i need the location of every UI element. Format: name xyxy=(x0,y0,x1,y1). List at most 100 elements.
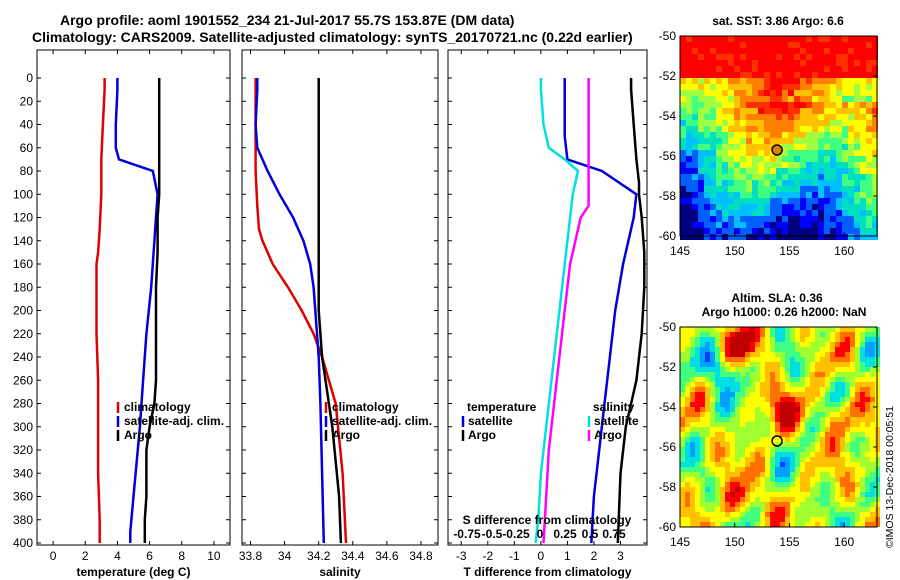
map-cell xyxy=(865,522,870,527)
map-cell xyxy=(776,114,782,120)
map-cell xyxy=(800,372,805,377)
map-cell xyxy=(860,482,865,487)
map-cell xyxy=(830,126,836,132)
map-cell xyxy=(740,507,745,512)
map-cell xyxy=(716,84,722,90)
map-cell xyxy=(710,162,716,168)
x-tick-label: 155 xyxy=(779,244,799,258)
map-cell xyxy=(795,407,800,412)
map-cell xyxy=(815,467,820,472)
map-cell xyxy=(775,472,780,477)
map-cell xyxy=(854,222,860,228)
map-cell xyxy=(805,507,810,512)
map-cell xyxy=(765,502,770,507)
map-cell xyxy=(745,342,750,347)
map-cell xyxy=(698,162,704,168)
map-cell xyxy=(842,66,848,72)
map-cell xyxy=(760,432,765,437)
map-cell xyxy=(872,192,878,198)
map-cell xyxy=(842,234,848,240)
map-cell xyxy=(770,327,775,332)
map-cell xyxy=(770,90,776,96)
map-cell xyxy=(795,422,800,427)
map-cell xyxy=(806,144,812,150)
map-cell xyxy=(815,507,820,512)
map-cell xyxy=(740,78,746,84)
map-cell xyxy=(872,162,878,168)
map-cell xyxy=(776,210,782,216)
map-cell xyxy=(870,357,875,362)
map-cell xyxy=(860,150,866,156)
map-cell xyxy=(780,432,785,437)
map-cell xyxy=(840,462,845,467)
map-cell xyxy=(835,327,840,332)
map-cell xyxy=(825,412,830,417)
map-cell xyxy=(800,108,806,114)
map-cell xyxy=(805,372,810,377)
map-cell xyxy=(690,467,695,472)
map-cell xyxy=(824,108,830,114)
map-cell xyxy=(752,150,758,156)
map-cell xyxy=(840,437,845,442)
map-cell xyxy=(770,342,775,347)
map-cell xyxy=(824,234,830,240)
map-cell xyxy=(854,114,860,120)
map-cell xyxy=(745,512,750,517)
map-cell xyxy=(860,168,866,174)
map-cell xyxy=(860,114,866,120)
map-cell xyxy=(734,198,740,204)
map-cell xyxy=(830,150,836,156)
map-cell xyxy=(692,42,698,48)
map-cell xyxy=(820,427,825,432)
map-cell xyxy=(686,42,692,48)
map-cell xyxy=(842,90,848,96)
map-cell xyxy=(716,90,722,96)
map-cell xyxy=(848,162,854,168)
map-cell xyxy=(705,372,710,377)
map-cell xyxy=(755,452,760,457)
map-cell xyxy=(755,442,760,447)
map-cell xyxy=(740,457,745,462)
map-cell xyxy=(685,442,690,447)
map-cell xyxy=(728,228,734,234)
map-cell xyxy=(690,472,695,477)
map-cell xyxy=(842,42,848,48)
salinity-panel: 33.8 34 34.2 34.4 34.6 34.8salinityclimatolog… xyxy=(239,49,439,579)
map-cell xyxy=(752,234,758,240)
map-frame xyxy=(679,35,878,237)
map-cell xyxy=(730,467,735,472)
map-cell xyxy=(805,367,810,372)
map-cell xyxy=(854,108,860,114)
map-cell xyxy=(795,457,800,462)
map-cell xyxy=(795,497,800,502)
map-cell xyxy=(704,210,710,216)
map-cell xyxy=(785,512,790,517)
map-cell xyxy=(776,126,782,132)
map-cell xyxy=(820,327,825,332)
map-cell xyxy=(785,482,790,487)
map-cell xyxy=(812,66,818,72)
map-cell xyxy=(866,156,872,162)
map-cell xyxy=(860,60,866,66)
map-cell xyxy=(700,392,705,397)
map-cell xyxy=(745,412,750,417)
map-cell xyxy=(860,347,865,352)
map-cell xyxy=(740,352,745,357)
map-cell xyxy=(680,66,686,72)
map-cell xyxy=(740,126,746,132)
map-cell xyxy=(765,497,770,502)
map-cell xyxy=(686,108,692,114)
x-tick-label: 34.4 xyxy=(341,549,365,563)
map-cell xyxy=(860,447,865,452)
map-cell xyxy=(750,362,755,367)
map-cell xyxy=(720,397,725,402)
map-cell xyxy=(690,347,695,352)
map-cell xyxy=(842,222,848,228)
map-cell xyxy=(780,457,785,462)
map-cell xyxy=(870,492,875,497)
map-cell xyxy=(720,452,725,457)
map-cell xyxy=(752,138,758,144)
map-cell xyxy=(795,387,800,392)
map-cell xyxy=(730,422,735,427)
map-cell xyxy=(750,437,755,442)
